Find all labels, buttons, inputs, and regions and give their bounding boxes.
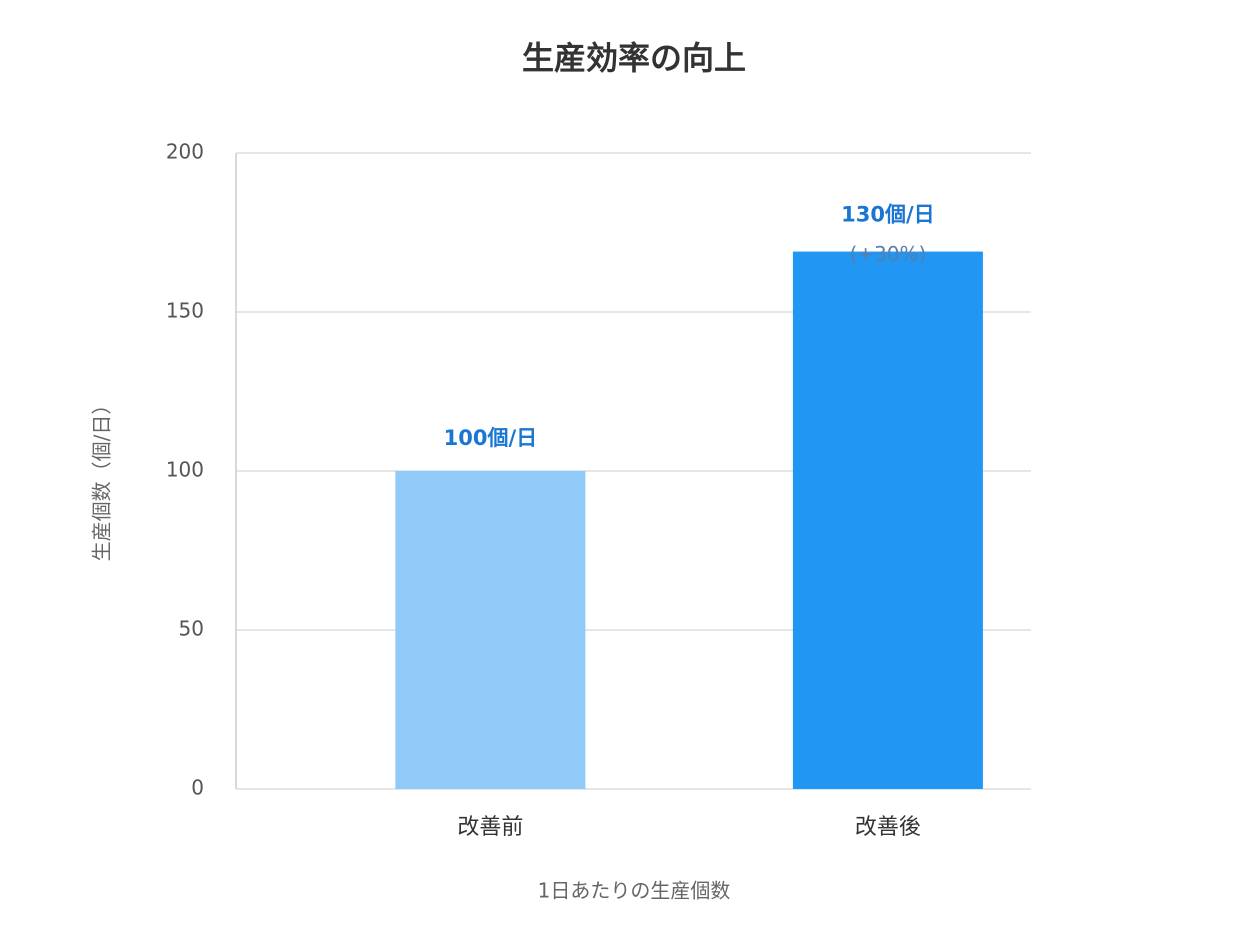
chart-title: 生産効率の向上	[522, 39, 746, 77]
annotation: 100個/日	[444, 426, 538, 450]
x-tick-label: 改善後	[855, 815, 921, 840]
y-tick-label: 150	[166, 299, 204, 323]
x-axis-title: 1日あたりの生産個数	[538, 879, 731, 903]
annotation: 130個/日	[841, 203, 935, 227]
annotation: (+30%)	[849, 242, 926, 266]
x-tick-label: 改善前	[457, 815, 523, 840]
bar	[792, 251, 983, 789]
y-tick-label: 100	[166, 458, 204, 482]
y-tick-label: 0	[191, 776, 204, 800]
y-axis-title: 生産個数（個/日）	[90, 395, 114, 562]
bar	[395, 471, 586, 789]
y-tick-label: 50	[179, 617, 204, 641]
y-tick-label: 200	[166, 140, 204, 164]
